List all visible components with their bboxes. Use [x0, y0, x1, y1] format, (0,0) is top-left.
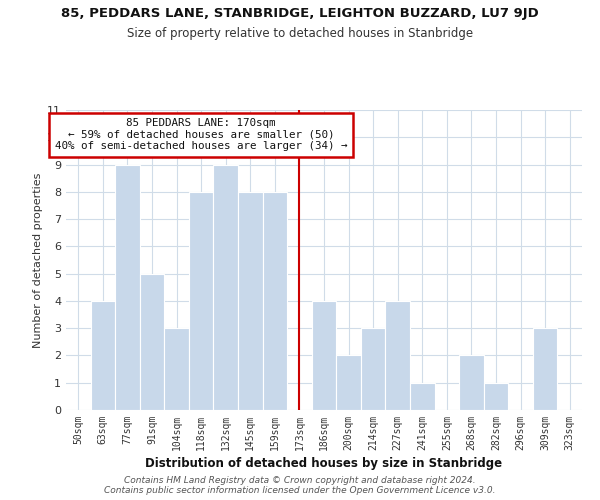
- Bar: [459, 356, 484, 410]
- Bar: [533, 328, 557, 410]
- Bar: [164, 328, 189, 410]
- Bar: [214, 164, 238, 410]
- X-axis label: Distribution of detached houses by size in Stanbridge: Distribution of detached houses by size …: [145, 457, 503, 470]
- Bar: [189, 192, 214, 410]
- Bar: [410, 382, 434, 410]
- Bar: [238, 192, 263, 410]
- Bar: [385, 301, 410, 410]
- Bar: [115, 164, 140, 410]
- Text: 85, PEDDARS LANE, STANBRIDGE, LEIGHTON BUZZARD, LU7 9JD: 85, PEDDARS LANE, STANBRIDGE, LEIGHTON B…: [61, 8, 539, 20]
- Bar: [263, 192, 287, 410]
- Bar: [361, 328, 385, 410]
- Bar: [336, 356, 361, 410]
- Bar: [484, 382, 508, 410]
- Text: 85 PEDDARS LANE: 170sqm
← 59% of detached houses are smaller (50)
40% of semi-de: 85 PEDDARS LANE: 170sqm ← 59% of detache…: [55, 118, 347, 152]
- Bar: [312, 301, 336, 410]
- Text: Contains HM Land Registry data © Crown copyright and database right 2024.
Contai: Contains HM Land Registry data © Crown c…: [104, 476, 496, 495]
- Bar: [91, 301, 115, 410]
- Text: Size of property relative to detached houses in Stanbridge: Size of property relative to detached ho…: [127, 28, 473, 40]
- Bar: [140, 274, 164, 410]
- Y-axis label: Number of detached properties: Number of detached properties: [33, 172, 43, 348]
